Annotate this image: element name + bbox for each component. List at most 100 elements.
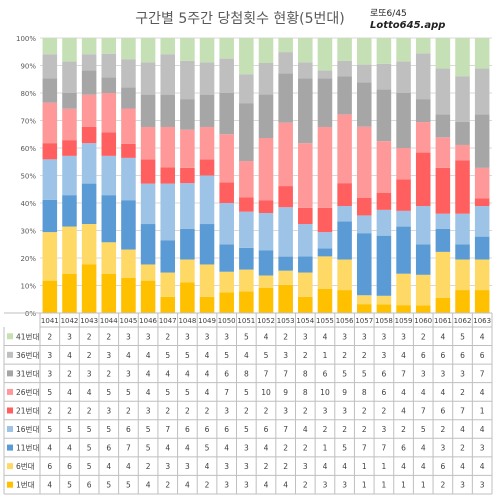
bar-segment — [435, 228, 451, 252]
bar-segment — [101, 93, 117, 133]
table-cell-value: 3 — [382, 332, 387, 341]
bar-segment — [396, 273, 411, 306]
bar-segment — [435, 297, 451, 313]
bar-segment — [435, 251, 451, 298]
bar-segment — [180, 60, 195, 100]
bar-segment — [435, 213, 451, 229]
bar-segment — [62, 93, 77, 109]
table-cell-value: 4 — [264, 332, 269, 341]
bar-segment — [121, 157, 136, 201]
bar-segment — [121, 108, 136, 144]
x-category-label: 1056 — [336, 317, 354, 325]
bar-segment — [298, 62, 313, 79]
bar-segment — [239, 197, 254, 212]
bar-segment — [62, 273, 77, 313]
bar-segment — [376, 304, 392, 313]
bar-segment — [317, 126, 333, 208]
table-cell-value: 4 — [47, 444, 52, 453]
bar-segment — [239, 269, 254, 292]
bar-segment — [356, 197, 372, 216]
bar-segment — [298, 224, 313, 257]
bar-segment — [81, 94, 97, 127]
bar-segment — [337, 76, 352, 115]
table-cell-value: 3 — [244, 444, 249, 453]
table-cell-value: 2 — [47, 406, 52, 415]
bar-segment — [337, 60, 352, 77]
table-cell-value: 4 — [165, 444, 170, 453]
bar-segment — [396, 305, 411, 313]
table-cell-value: 6 — [87, 481, 92, 490]
table-cell-value: 2 — [264, 406, 269, 415]
table-cell-value: 4 — [224, 444, 229, 453]
bar-segment — [199, 224, 215, 265]
table-cell-value: 4 — [146, 369, 151, 378]
table-cell-value: 2 — [303, 406, 308, 415]
bar-segment — [396, 61, 411, 93]
bar-segment — [199, 296, 215, 313]
table-cell-value: 3 — [303, 462, 308, 471]
bar-segment — [317, 207, 333, 233]
y-tick-label: 90% — [20, 63, 36, 71]
bar-segment — [219, 93, 234, 135]
table-cell-value: 4 — [185, 369, 190, 378]
bar-segment — [455, 144, 470, 161]
bar-segment — [42, 232, 58, 281]
table-cell-value: 2 — [362, 351, 367, 360]
x-category-label: 1051 — [237, 317, 255, 325]
bar-segment — [376, 38, 392, 64]
x-category-label: 1044 — [100, 317, 118, 325]
bar-segment — [298, 78, 313, 144]
legend-label: 21번대 — [16, 406, 39, 415]
bar-segment — [298, 296, 313, 313]
table-cell-value: 4 — [401, 388, 406, 397]
bar-segment — [81, 70, 97, 95]
bar-segment — [81, 224, 97, 265]
bar-segment — [298, 143, 313, 208]
table-cell-value: 3 — [244, 481, 249, 490]
table-cell-value: 7 — [460, 406, 465, 415]
table-cell-value: 5 — [185, 351, 190, 360]
bar-segment — [81, 126, 97, 144]
x-category-label: 1042 — [61, 317, 79, 325]
bar-segment — [81, 183, 97, 225]
brand-line-2: Lotto645.app — [370, 20, 446, 31]
table-cell-value: 1 — [382, 481, 387, 490]
bar-segment — [180, 38, 195, 61]
table-cell-value: 2 — [401, 425, 406, 434]
bar-segment — [42, 54, 58, 79]
x-category-label: 1061 — [434, 317, 452, 325]
bar-segment — [140, 38, 156, 63]
table-cell-value: 2 — [303, 351, 308, 360]
legend-swatch — [7, 351, 13, 358]
table-cell-value: 3 — [106, 406, 111, 415]
x-category-label: 1047 — [159, 317, 177, 325]
table-cell-value: 4 — [165, 369, 170, 378]
table-cell-value: 7 — [421, 406, 426, 415]
table-cell-value: 6 — [67, 462, 72, 471]
table-cell-value: 5 — [47, 388, 52, 397]
x-category-label: 1058 — [375, 317, 393, 325]
bar-segment — [62, 140, 77, 156]
legend-swatch — [7, 370, 13, 377]
bar-segment — [219, 134, 234, 183]
table-cell-value: 10 — [320, 388, 330, 397]
bar-segment — [278, 207, 293, 257]
table-cell-value: 3 — [146, 406, 151, 415]
table-cell-value: 4 — [401, 351, 406, 360]
table-cell-value: 3 — [224, 462, 229, 471]
table-cell-value: 3 — [224, 332, 229, 341]
bar-segment — [160, 296, 176, 313]
bar-segment — [219, 271, 234, 293]
bar-segment — [376, 141, 392, 193]
table-cell-value: 2 — [303, 481, 308, 490]
table-cell-value: 4 — [185, 444, 190, 453]
bar-segment — [376, 63, 392, 90]
table-cell-value: 4 — [401, 462, 406, 471]
bar-segment — [396, 226, 411, 274]
y-tick-label: 100% — [16, 35, 36, 43]
legend-label: 31번대 — [16, 369, 39, 378]
table-cell-value: 3 — [323, 481, 328, 490]
bar-segment — [337, 259, 352, 291]
bar-segment — [278, 122, 293, 187]
table-cell-value: 5 — [87, 462, 92, 471]
